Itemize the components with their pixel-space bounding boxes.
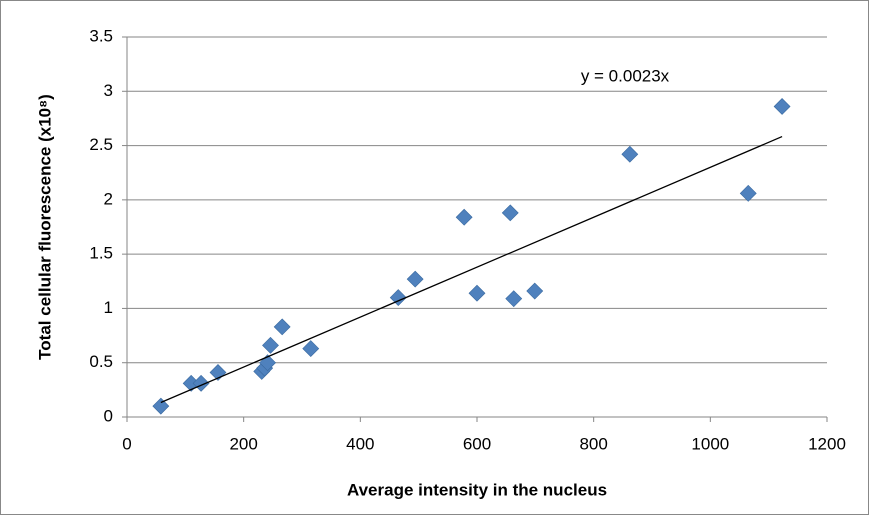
y-tick-label: 1	[104, 298, 113, 317]
x-tick-label: 200	[229, 434, 257, 453]
data-point	[262, 336, 279, 354]
x-tick-label: 1200	[808, 434, 846, 453]
y-tick-label: 3	[104, 81, 113, 100]
data-point	[209, 364, 227, 381]
y-tick-label: 0	[104, 406, 113, 425]
data-point	[152, 397, 170, 415]
x-axis-label: Average intensity in the nucleus	[347, 480, 607, 499]
data-point	[505, 290, 523, 308]
x-tick-label: 400	[346, 434, 374, 453]
data-point	[468, 284, 486, 302]
data-point	[192, 374, 210, 392]
data-point	[259, 354, 277, 372]
data-point	[455, 208, 473, 226]
trendline	[160, 135, 783, 404]
data-point	[739, 184, 757, 202]
data-point	[526, 282, 544, 300]
data-point	[302, 340, 320, 358]
y-tick-label: 3.5	[89, 26, 113, 45]
y-axis-label: Total cellular fluorescence (x10⁸)	[35, 94, 54, 360]
y-tick-label: 2.5	[89, 135, 113, 154]
x-tick-label: 600	[463, 434, 491, 453]
x-tick-label: 1000	[691, 434, 729, 453]
y-tick-label: 1.5	[89, 244, 113, 263]
y-tick-label: 0.5	[89, 352, 113, 371]
x-tick-label: 800	[579, 434, 607, 453]
data-point	[273, 318, 291, 336]
x-tick-label: 0	[122, 434, 131, 453]
data-point	[389, 289, 407, 306]
data-point	[773, 98, 791, 115]
data-point	[406, 270, 424, 288]
data-point	[621, 145, 639, 163]
trendline-equation: y = 0.0023x	[581, 66, 670, 85]
data-point	[501, 204, 519, 222]
y-tick-label: 2	[104, 189, 113, 208]
